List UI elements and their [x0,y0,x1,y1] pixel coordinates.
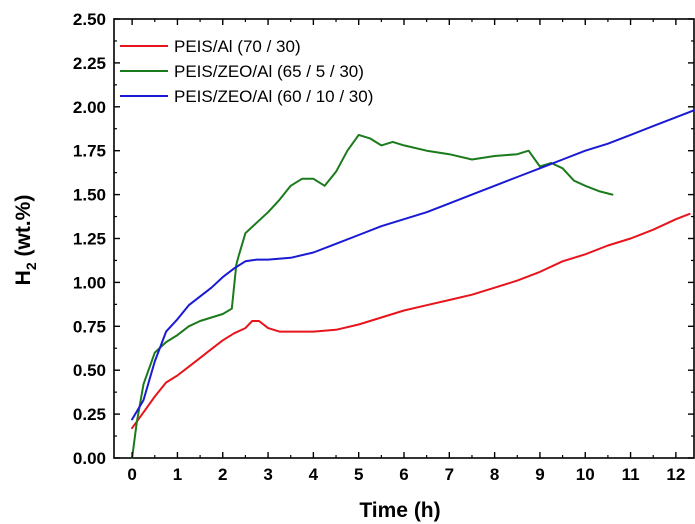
x-tick-label: 8 [490,465,499,484]
legend: PEIS/Al (70 / 30) PEIS/ZEO/Al (65 / 5 / 3… [120,37,373,106]
y-tick-label: 0.75 [73,317,106,336]
y-tick-label: 1.25 [73,230,106,249]
y-tick-label: 1.00 [73,273,106,292]
x-tick-label: 12 [666,465,685,484]
x-tick-label: 6 [399,465,408,484]
x-tick-label: 5 [354,465,363,484]
series-line-2 [131,133,614,459]
x-tick-label: 1 [173,465,182,484]
y-axis: 0.00 0.25 0.50 0.75 1.00 1.25 1.50 1.75 2.00 2.25… [73,10,694,468]
x-tick-label: 7 [445,465,454,484]
y-axis-title-subscript: 2 [23,262,39,270]
y-axis-title: H2 (wt.%) [12,195,39,286]
legend-label: PEIS/ZEO/Al (65 / 5 / 30) [174,62,364,81]
plot-area [113,18,695,459]
series-line-3 [131,109,695,421]
y-tick-label: 0.25 [73,405,106,424]
x-axis-title: Time (h) [359,499,440,522]
x-tick-label: 3 [263,465,272,484]
x-tick-label: 2 [218,465,227,484]
x-axis: 0 1 2 3 4 5 6 7 8 9 10 11 12 [127,19,685,484]
legend-label: PEIS/ZEO/Al (60 / 10 / 30) [174,87,373,106]
y-tick-label: 0.50 [73,361,106,380]
y-tick-label: 0.00 [73,449,106,468]
y-tick-label: 2.25 [73,54,106,73]
x-tick-label: 4 [309,465,319,484]
x-tick-label: 0 [127,465,136,484]
x-tick-label: 10 [576,465,595,484]
series-line-1 [131,212,691,430]
legend-label: PEIS/Al (70 / 30) [174,37,301,56]
y-tick-label: 2.50 [73,10,106,29]
y-axis-title-main: H [12,270,35,285]
plot-frame [113,18,695,459]
x-tick-label: 9 [535,465,544,484]
x-tick-label: 11 [622,465,640,484]
y-tick-label: 1.50 [73,186,106,205]
y-tick-label: 2.00 [73,98,106,117]
y-tick-label: 1.75 [73,142,106,161]
series-layer [131,109,695,459]
y-axis-title-rest: (wt.%) [12,195,35,263]
